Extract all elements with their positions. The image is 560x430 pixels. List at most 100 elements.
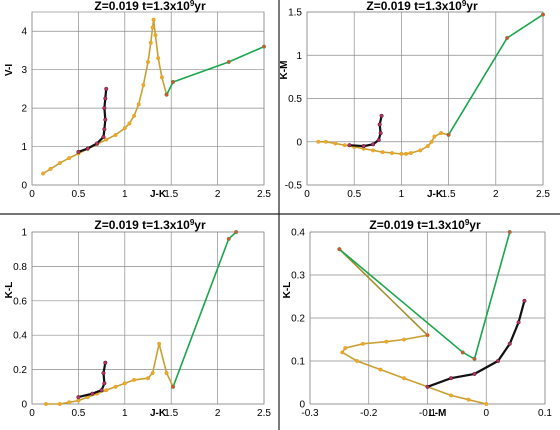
plot-area bbox=[306, 11, 544, 186]
data-point bbox=[101, 371, 106, 376]
data-point bbox=[67, 156, 72, 161]
data-point bbox=[446, 132, 451, 137]
series-line bbox=[165, 45, 265, 96]
x-tick-label: 1.5 bbox=[164, 408, 178, 419]
data-point bbox=[153, 33, 158, 38]
data-point bbox=[150, 25, 155, 30]
x-tick-label: 0.5 bbox=[347, 189, 361, 200]
x-tick-label: 0 bbox=[29, 189, 35, 200]
y-axis-label: K-L bbox=[4, 282, 15, 299]
x-axis-label: J-K bbox=[150, 408, 167, 419]
data-point bbox=[472, 371, 477, 376]
y-tick-label: 0.8 bbox=[13, 262, 27, 273]
data-point bbox=[103, 117, 108, 122]
data-point bbox=[67, 400, 72, 405]
data-point bbox=[439, 131, 444, 136]
data-point bbox=[342, 143, 347, 148]
data-point bbox=[323, 139, 328, 144]
data-point bbox=[522, 298, 527, 303]
data-point bbox=[418, 148, 423, 153]
y-tick-label: 1 bbox=[21, 142, 27, 153]
data-point bbox=[43, 402, 48, 407]
x-tick-label: 2 bbox=[215, 408, 221, 419]
x-tick-label: 2.5 bbox=[257, 408, 271, 419]
data-point bbox=[132, 377, 137, 382]
data-point bbox=[104, 137, 109, 142]
y-tick-label: 0.1 bbox=[291, 357, 305, 368]
data-point bbox=[378, 131, 383, 136]
data-point bbox=[425, 144, 430, 149]
data-point bbox=[496, 359, 501, 364]
data-point bbox=[122, 126, 127, 131]
data-point bbox=[132, 113, 137, 118]
data-point bbox=[384, 339, 389, 344]
x-tick-label: 1 bbox=[122, 408, 128, 419]
x-tick-label: 0 bbox=[483, 408, 489, 419]
y-tick-label: -0.5 bbox=[285, 181, 303, 192]
data-point bbox=[57, 402, 62, 407]
chart-panels: 0 0.5 1 1.5 2 2.5 0 1 2 3 4 Z=0.019 t=1.3x109yr J-K V… bbox=[4, 0, 552, 419]
data-point bbox=[103, 96, 108, 101]
data-point bbox=[505, 35, 510, 40]
data-point bbox=[516, 320, 521, 325]
x-tick-label: 1.5 bbox=[442, 189, 456, 200]
chart-panel-1: 0 0.5 1 1.5 2 2.5 0 1 2 3 4 Z=0.019 t=1.3x109yr J-K V… bbox=[4, 0, 271, 200]
series-line bbox=[341, 334, 487, 405]
chart-title: Z=0.019 t=1.3x109yr bbox=[94, 0, 206, 13]
x-tick-label: 1 bbox=[399, 189, 405, 200]
y-tick-label: 0.6 bbox=[13, 296, 27, 307]
data-point bbox=[337, 247, 342, 252]
data-point bbox=[102, 381, 107, 386]
data-point bbox=[425, 384, 430, 389]
y-tick-label: 3 bbox=[21, 65, 27, 76]
plot-area bbox=[31, 231, 265, 405]
data-point bbox=[90, 391, 95, 396]
y-tick-label: 0.4 bbox=[13, 331, 27, 342]
data-point bbox=[389, 150, 394, 155]
x-tick-label: 1.5 bbox=[164, 189, 178, 200]
data-point bbox=[402, 376, 407, 381]
data-point bbox=[159, 75, 164, 80]
data-point bbox=[472, 356, 477, 361]
x-axis-label: J-K bbox=[150, 189, 167, 200]
x-tick-label: 2.5 bbox=[536, 189, 550, 200]
data-point bbox=[262, 44, 267, 49]
data-point bbox=[102, 106, 107, 111]
y-tick-label: 4 bbox=[21, 27, 27, 38]
chart-panel-2: 0 0.5 1 1.5 2 2.5-0.500.511.5 Z=0.019 t=1.3x10… bbox=[279, 0, 550, 200]
x-axis-label: J-K bbox=[427, 189, 444, 200]
data-point bbox=[507, 229, 512, 234]
data-point bbox=[171, 79, 176, 84]
data-point bbox=[432, 134, 437, 139]
data-point bbox=[399, 151, 404, 156]
data-point bbox=[48, 166, 53, 171]
data-point bbox=[371, 142, 376, 147]
data-point bbox=[145, 59, 150, 64]
data-point bbox=[113, 133, 118, 138]
y-tick-label: 1.5 bbox=[288, 8, 302, 19]
data-point bbox=[141, 83, 146, 88]
x-tick-label: -0.1 bbox=[419, 408, 437, 419]
data-point bbox=[57, 161, 62, 166]
data-point bbox=[127, 121, 132, 126]
y-tick-label: 0 bbox=[21, 181, 27, 192]
data-point bbox=[347, 143, 352, 148]
x-tick-label: 2 bbox=[493, 189, 499, 200]
chart-panel-4: -0.3 -0.2 -0.1 0 0.1 0 0.1 0.2 0.3 0.4 Z=0.019 t=1… bbox=[282, 218, 552, 419]
data-point bbox=[449, 376, 454, 381]
data-point bbox=[151, 17, 156, 22]
data-point bbox=[103, 360, 108, 365]
data-point bbox=[102, 127, 107, 132]
y-axis-label: K-M bbox=[279, 61, 290, 80]
x-tick-label: 0.5 bbox=[71, 408, 85, 419]
data-point bbox=[164, 92, 169, 97]
x-tick-label: 2.5 bbox=[257, 189, 271, 200]
data-point bbox=[378, 367, 383, 372]
data-point bbox=[41, 171, 46, 176]
data-point bbox=[113, 384, 118, 389]
x-tick-label: 0 bbox=[304, 189, 310, 200]
data-point bbox=[402, 337, 407, 342]
data-point bbox=[145, 376, 150, 381]
chart-title: Z=0.019 t=1.3x109yr bbox=[366, 0, 478, 13]
y-tick-label: 1 bbox=[296, 51, 302, 62]
